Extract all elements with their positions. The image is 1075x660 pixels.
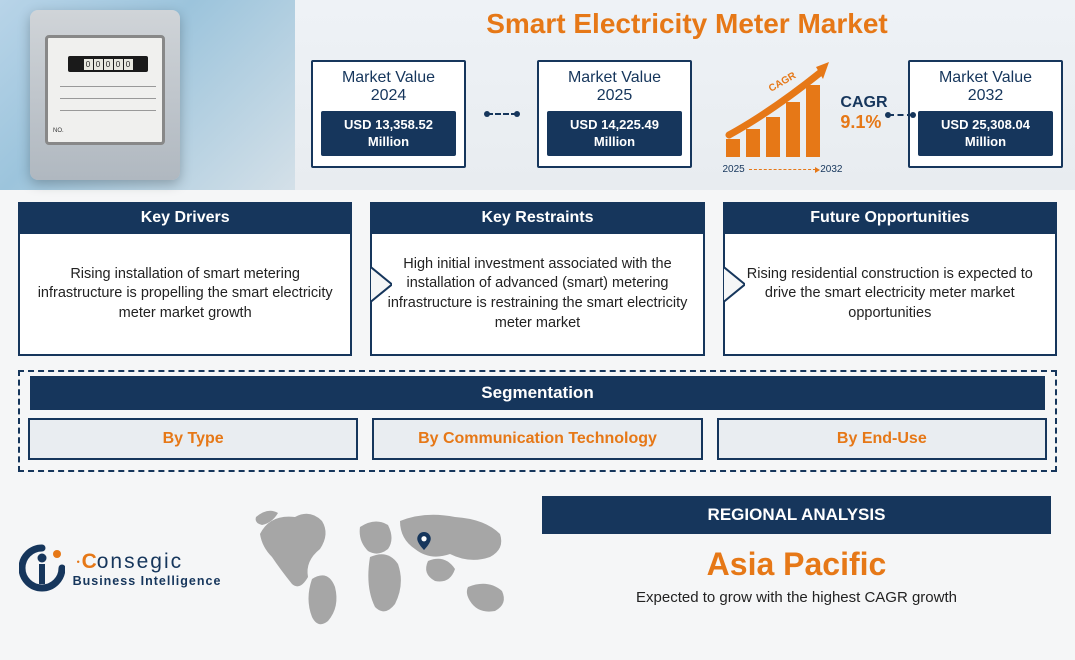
cagr-text: CAGR	[840, 94, 887, 112]
cagr-year-range: 2025 2032	[723, 164, 843, 175]
world-map	[240, 484, 530, 654]
bottom-row: • Consegic Business Intelligence	[0, 484, 1075, 654]
logo-area: • Consegic Business Intelligence	[0, 484, 240, 654]
value-amount: USD 25,308.04	[941, 117, 1030, 132]
regional-analysis: REGIONAL ANALYSIS Asia Pacific Expected …	[530, 484, 1075, 654]
value-pill: USD 25,308.04 Million	[918, 111, 1053, 156]
meter-digit: 0	[124, 59, 133, 70]
card-body: High initial investment associated with …	[372, 234, 702, 354]
regional-subtitle: Expected to grow with the highest CAGR g…	[542, 589, 1051, 606]
meter-photo: 0 0 0 0 0 NO.	[0, 0, 295, 190]
regional-region: Asia Pacific	[542, 546, 1051, 583]
meter-display: 0 0 0 0 0	[68, 56, 148, 72]
card-heading: Future Opportunities	[723, 202, 1057, 234]
regional-heading: REGIONAL ANALYSIS	[542, 496, 1051, 534]
logo-icon	[19, 544, 65, 594]
segmentation-item: By Communication Technology	[372, 418, 702, 460]
cagr-label: CAGR 9.1%	[840, 94, 887, 133]
card-body: Rising installation of smart metering in…	[20, 234, 350, 354]
logo-line2-rest: usiness Intelligence	[83, 574, 222, 588]
top-strip: 0 0 0 0 0 NO. Smart Electricity Meter Ma…	[0, 0, 1075, 190]
value-card-year: 2024	[321, 87, 456, 105]
page-title: Smart Electricity Meter Market	[311, 8, 1063, 40]
connector	[888, 114, 913, 116]
segmentation-heading: Segmentation	[30, 376, 1045, 410]
cagr-year-to: 2032	[820, 164, 842, 175]
consegic-logo: • Consegic Business Intelligence	[19, 544, 222, 594]
meter-line	[60, 86, 156, 87]
meter-line	[60, 110, 156, 111]
value-unit: Million	[594, 134, 635, 149]
map-pin-icon	[415, 532, 433, 550]
value-card-label: Market Value	[321, 68, 456, 87]
value-card-2024: Market Value 2024 USD 13,358.52 Million	[311, 60, 466, 168]
segmentation-item: By Type	[28, 418, 358, 460]
meter-face: 0 0 0 0 0 NO.	[45, 35, 165, 145]
key-restraints-card: Key Restraints High initial investment a…	[370, 202, 704, 356]
top-right: Smart Electricity Meter Market Market Va…	[295, 0, 1075, 190]
future-opportunities-card: Future Opportunities Rising residential …	[723, 202, 1057, 356]
logo-initial: C	[82, 550, 97, 573]
card-heading: Key Drivers	[18, 202, 352, 234]
value-pill: USD 13,358.52 Million	[321, 111, 456, 156]
meter-digit: 0	[114, 59, 123, 70]
value-unit: Million	[368, 134, 409, 149]
meter-body: 0 0 0 0 0 NO.	[30, 10, 180, 180]
connector	[487, 113, 517, 115]
value-amount: USD 14,225.49	[570, 117, 659, 132]
logo-name: onsegic	[97, 550, 183, 573]
segmentation-row: By Type By Communication Technology By E…	[28, 418, 1047, 460]
analysis-row: Key Drivers Rising installation of smart…	[0, 190, 1075, 362]
value-row: Market Value 2024 USD 13,358.52 Million …	[311, 46, 1063, 182]
logo-text: • Consegic Business Intelligence	[73, 550, 222, 588]
value-pill: USD 14,225.49 Million	[547, 111, 682, 156]
card-body: Rising residential construction is expec…	[725, 234, 1055, 354]
value-card-label: Market Value	[547, 68, 682, 87]
cagr-chart: CAGR CAGR 9.1% 2025 2032	[713, 49, 888, 179]
value-card-2032: Market Value 2032 USD 25,308.04 Million	[908, 60, 1063, 168]
value-unit: Million	[965, 134, 1006, 149]
cagr-value: 9.1%	[840, 112, 887, 133]
logo-line2-prefix: B	[73, 574, 83, 588]
value-card-year: 2025	[547, 87, 682, 105]
value-card-2025: Market Value 2025 USD 14,225.49 Million	[537, 60, 692, 168]
meter-digit: 0	[84, 59, 93, 70]
meter-line	[60, 98, 156, 99]
arrow-right-icon	[749, 169, 817, 170]
segmentation-item: By End-Use	[717, 418, 1047, 460]
world-map-icon	[250, 499, 520, 639]
meter-digit: 0	[104, 59, 113, 70]
segmentation-panel: Segmentation By Type By Communication Te…	[18, 370, 1057, 472]
meter-digit: 0	[94, 59, 103, 70]
meter-no-label: NO.	[53, 128, 64, 134]
value-card-label: Market Value	[918, 68, 1053, 87]
key-drivers-card: Key Drivers Rising installation of smart…	[18, 202, 352, 356]
card-heading: Key Restraints	[370, 202, 704, 234]
cagr-year-from: 2025	[723, 164, 745, 175]
value-amount: USD 13,358.52	[344, 117, 433, 132]
value-card-year: 2032	[918, 87, 1053, 105]
